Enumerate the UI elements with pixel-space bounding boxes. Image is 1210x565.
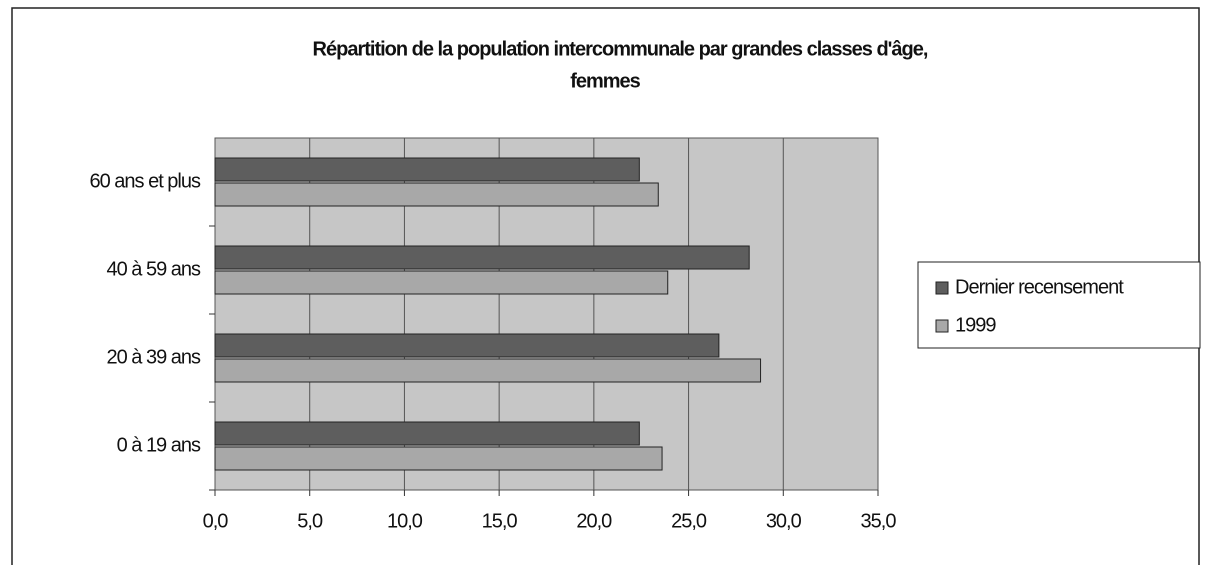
bar	[214, 270, 669, 295]
y-tick-label: 0 à 19 ans	[117, 434, 201, 456]
x-tick-label: 30,0	[766, 510, 802, 532]
legend-label: 1999	[955, 314, 996, 336]
chart-subtitle: femmes	[570, 70, 640, 92]
bar	[214, 358, 762, 383]
legend-box	[917, 261, 1201, 349]
x-tick-label: 25,0	[671, 510, 707, 532]
y-tick-label: 60 ans et plus	[89, 170, 201, 192]
bar	[214, 245, 750, 270]
bar	[214, 446, 663, 471]
x-tick-label: 35,0	[861, 510, 897, 532]
legend-swatch	[935, 319, 949, 333]
y-tick-label: 40 à 59 ans	[106, 258, 201, 280]
bar	[214, 333, 720, 358]
x-tick-label: 5,0	[297, 510, 323, 532]
x-tick-label: 20,0	[576, 510, 612, 532]
chart-title: Répartition de la population intercommun…	[313, 38, 928, 60]
bar	[214, 182, 659, 207]
y-tick-label: 20 à 39 ans	[106, 346, 201, 368]
bar	[214, 157, 640, 182]
bar	[214, 421, 640, 446]
legend-label: Dernier recensement	[955, 276, 1124, 298]
x-tick-label: 0,0	[203, 510, 229, 532]
x-tick-label: 10,0	[387, 510, 423, 532]
x-tick-label: 15,0	[482, 510, 518, 532]
legend-swatch	[935, 281, 949, 295]
